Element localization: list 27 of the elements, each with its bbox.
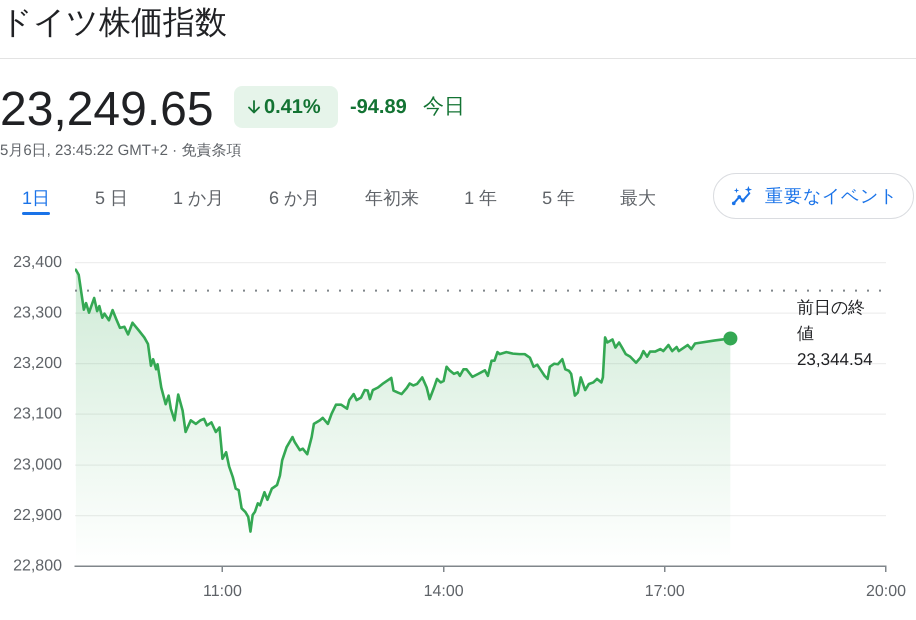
text: 5月6日, 23:45:22 GMT+2 · 免責条項 (0, 142, 242, 159)
text: 5 日 (95, 188, 128, 208)
x-tick-label: 11:00 (203, 583, 242, 600)
text: 1日 (22, 188, 50, 208)
y-tick-label: 23,400 (13, 254, 62, 272)
text: 重要なイベント (765, 186, 898, 206)
x-tick-label: 17:00 (644, 583, 685, 600)
y-tick-label: 23,300 (13, 304, 62, 322)
text: 1 か月 (173, 188, 224, 208)
x-tick-label: 14:00 (424, 583, 464, 600)
y-tick-label: 23,000 (13, 456, 62, 474)
text: 最大 (620, 188, 656, 208)
text: 年初来 (365, 188, 420, 208)
text: 5 年 (542, 188, 576, 208)
ref-line-label: 前日の終値 23,344.54 (796, 298, 873, 369)
text: 1 年 (464, 188, 498, 208)
x-tick-label: 20:00 (866, 583, 906, 600)
text: -94.89 (350, 96, 407, 118)
text: 23,249.65 (0, 83, 214, 136)
chart-title: ドイツ株価指数 (0, 4, 227, 40)
y-tick-label: 22,900 (13, 506, 62, 524)
y-tick-label: 22,800 (13, 557, 62, 574)
text: 6 か月 (269, 188, 320, 208)
text: 0.41% (264, 96, 321, 118)
y-tick-label: 23,200 (13, 355, 62, 372)
text: 今日 (423, 95, 465, 118)
y-tick-label: 23,100 (13, 406, 62, 423)
